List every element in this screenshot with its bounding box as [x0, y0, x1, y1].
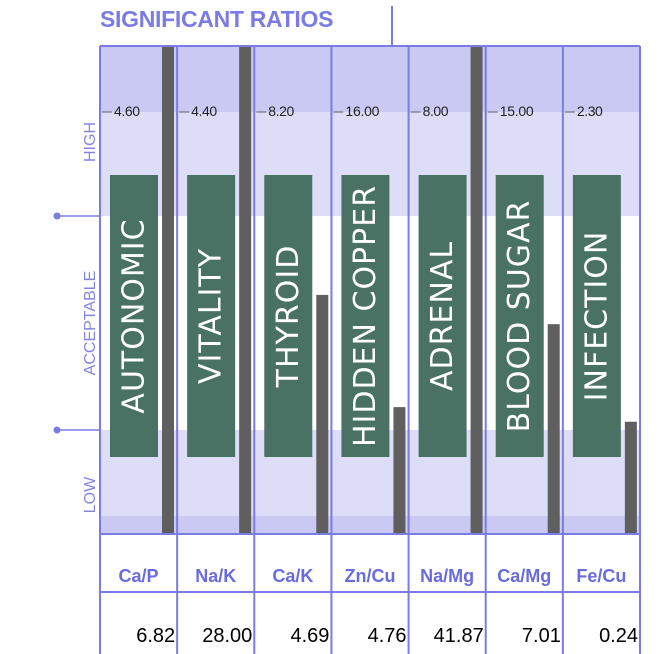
category-label-vitality: VITALITY: [194, 248, 229, 384]
high-threshold-blood-sugar: 15.00: [500, 103, 534, 119]
category-label-thyroid: THYROID: [271, 245, 306, 389]
ratio-value-autonomic: 6.82: [136, 625, 175, 647]
category-label-blood-sugar: BLOOD SUGAR: [502, 200, 537, 433]
band-label-high: HIGH: [82, 122, 99, 162]
category-box-blood-sugar: [495, 175, 544, 457]
ratio-value-hidden-copper: 4.76: [368, 625, 407, 647]
category-box-autonomic: [110, 175, 158, 457]
ratio-value-thyroid: 4.69: [290, 625, 329, 647]
band-boundary-marker-1: [53, 212, 61, 220]
high-threshold-thyroid: 8.20: [268, 103, 294, 119]
chart-title: SIGNIFICANT RATIOS: [100, 6, 334, 32]
ratio-header-blood-sugar: Ca/Mg: [497, 566, 551, 586]
ratio-header-vitality: Na/K: [195, 566, 236, 586]
ratio-header-thyroid: Ca/K: [272, 566, 313, 586]
band-boundary-marker-2: [53, 426, 61, 434]
ratio-value-vitality: 28.00: [202, 625, 252, 647]
level-bar-adrenal: [470, 46, 483, 534]
ratio-header-autonomic: Ca/P: [119, 566, 159, 586]
title-divider: [391, 6, 393, 46]
level-bar-hidden-copper: [393, 407, 406, 534]
high-threshold-autonomic: 4.60: [114, 103, 140, 119]
category-label-hidden-copper: HIDDEN COPPER: [348, 185, 383, 447]
high-threshold-vitality: 4.40: [191, 103, 217, 119]
ratio-value-infection: 0.24: [599, 625, 638, 647]
high-threshold-adrenal: 8.00: [423, 103, 449, 119]
ratio-header-adrenal: Na/Mg: [420, 566, 474, 586]
level-bar-infection: [624, 421, 637, 534]
category-label-infection: INFECTION: [579, 231, 614, 402]
band-bottom: [100, 516, 640, 534]
category-box-adrenal: [418, 175, 467, 457]
band-label-acceptable: ACCEPTABLE: [82, 271, 99, 376]
category-label-autonomic: AUTONOMIC: [117, 218, 152, 413]
category-box-infection: [572, 175, 621, 457]
category-box-vitality: [187, 175, 236, 457]
level-bar-blood-sugar: [547, 324, 560, 534]
band-label-low: LOW: [82, 476, 99, 513]
level-bar-autonomic: [162, 46, 174, 534]
level-bar-vitality: [239, 46, 252, 534]
category-box-thyroid: [264, 175, 313, 457]
category-box-hidden-copper: [341, 175, 390, 457]
high-threshold-hidden-copper: 16.00: [345, 103, 379, 119]
band-top: [100, 46, 640, 112]
high-threshold-infection: 2.30: [577, 103, 603, 119]
ratio-header-hidden-copper: Zn/Cu: [345, 566, 396, 586]
category-label-adrenal: ADRENAL: [425, 241, 460, 391]
ratio-header-infection: Fe/Cu: [576, 566, 626, 586]
ratio-value-blood-sugar: 7.01: [522, 625, 561, 647]
ratio-value-adrenal: 41.87: [434, 625, 484, 647]
level-bar-thyroid: [316, 294, 329, 534]
